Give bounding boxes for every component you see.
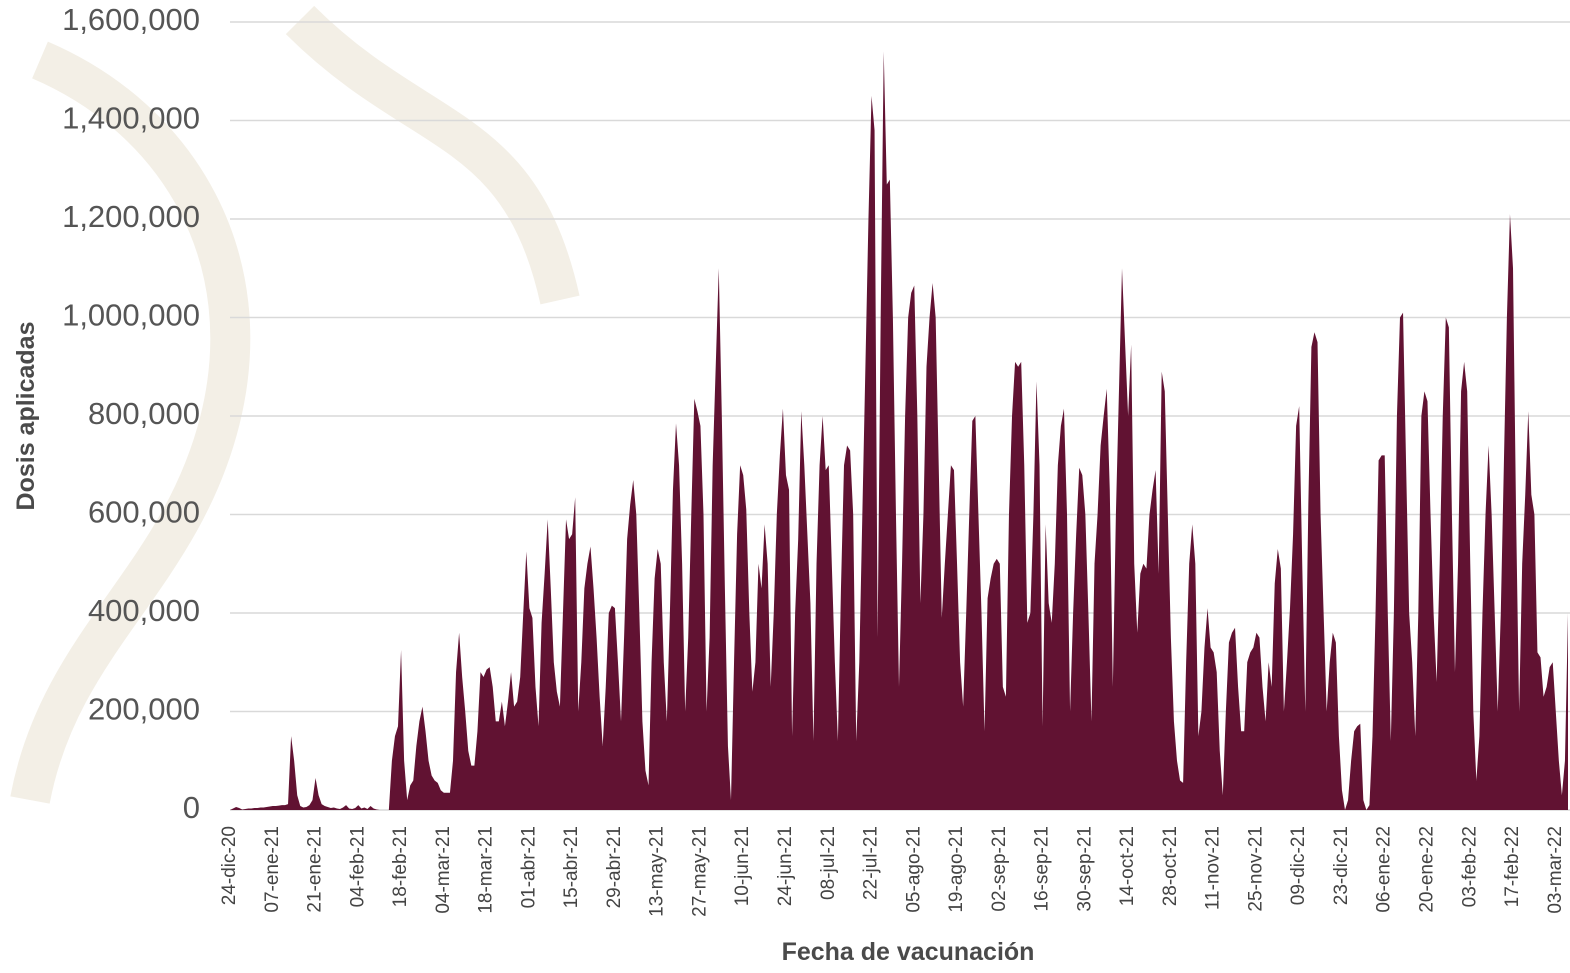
area — [230, 51, 1568, 811]
x-tick-label: 21-ene-21 — [305, 826, 326, 913]
x-tick-label: 16-sep-21 — [1032, 826, 1053, 912]
x-tick-label: 17-feb-22 — [1502, 826, 1523, 907]
x-tick-label: 27-may-21 — [689, 826, 710, 917]
y-tick-label: 1,600,000 — [62, 2, 200, 37]
y-axis-title: Dosis aplicadas — [12, 322, 40, 511]
x-tick-label: 08-jul-21 — [818, 826, 839, 900]
x-axis-title: Fecha de vacunación — [782, 938, 1035, 966]
x-tick-label: 19-ago-21 — [946, 826, 967, 913]
background-ornament — [10, 5, 580, 804]
x-tick-label: 03-mar-22 — [1545, 826, 1566, 914]
labels: 0 200,000 400,000 600,000 800,000 1,000,000 1,… — [62, 2, 1566, 917]
x-tick-label: 18-feb-21 — [390, 826, 411, 907]
x-tick-label: 15-abr-21 — [561, 826, 582, 908]
x-tick-label: 04-feb-21 — [347, 826, 368, 907]
x-tick-label: 25-nov-21 — [1245, 826, 1266, 912]
x-tick-label: 29-abr-21 — [604, 826, 625, 908]
x-tick-label: 04-mar-21 — [433, 826, 454, 914]
x-tick-label: 14-oct-21 — [1117, 826, 1138, 906]
x-tick-label: 05-ago-21 — [903, 826, 924, 913]
x-tick-label: 03-feb-22 — [1459, 826, 1480, 907]
y-tick-label: 1,200,000 — [62, 199, 200, 234]
y-tick-label: 1,000,000 — [62, 298, 200, 333]
x-tick-label: 18-mar-21 — [476, 826, 497, 914]
x-tick-label: 23-dic-21 — [1331, 826, 1352, 905]
x-tick-label: 09-dic-21 — [1288, 826, 1309, 905]
x-tick-label: 28-oct-21 — [1160, 826, 1181, 906]
y-tick-label: 800,000 — [88, 396, 200, 431]
marks — [230, 51, 1568, 811]
x-tick-label: 24-jun-21 — [775, 826, 796, 906]
x-tick-label: 24-dic-20 — [219, 826, 240, 905]
y-tick-label: 1,400,000 — [62, 101, 200, 136]
x-tick-label: 07-ene-21 — [262, 826, 283, 913]
x-tick-label: 06-ene-22 — [1374, 826, 1395, 913]
x-tick-label: 11-nov-21 — [1203, 826, 1224, 910]
y-tick-label: 200,000 — [88, 692, 200, 727]
x-tick-label: 22-jul-21 — [861, 826, 882, 900]
x-tick-label: 20-ene-22 — [1416, 826, 1437, 913]
y-tick-label: 0 — [183, 790, 200, 825]
y-tick-label: 400,000 — [88, 593, 200, 628]
x-tick-label: 10-jun-21 — [732, 826, 753, 906]
x-tick-label: 02-sep-21 — [989, 826, 1010, 912]
x-tick-label: 13-may-21 — [647, 826, 668, 917]
x-tick-label: 01-abr-21 — [518, 826, 539, 908]
x-tick-label: 30-sep-21 — [1074, 826, 1095, 912]
y-tick-label: 600,000 — [88, 495, 200, 530]
